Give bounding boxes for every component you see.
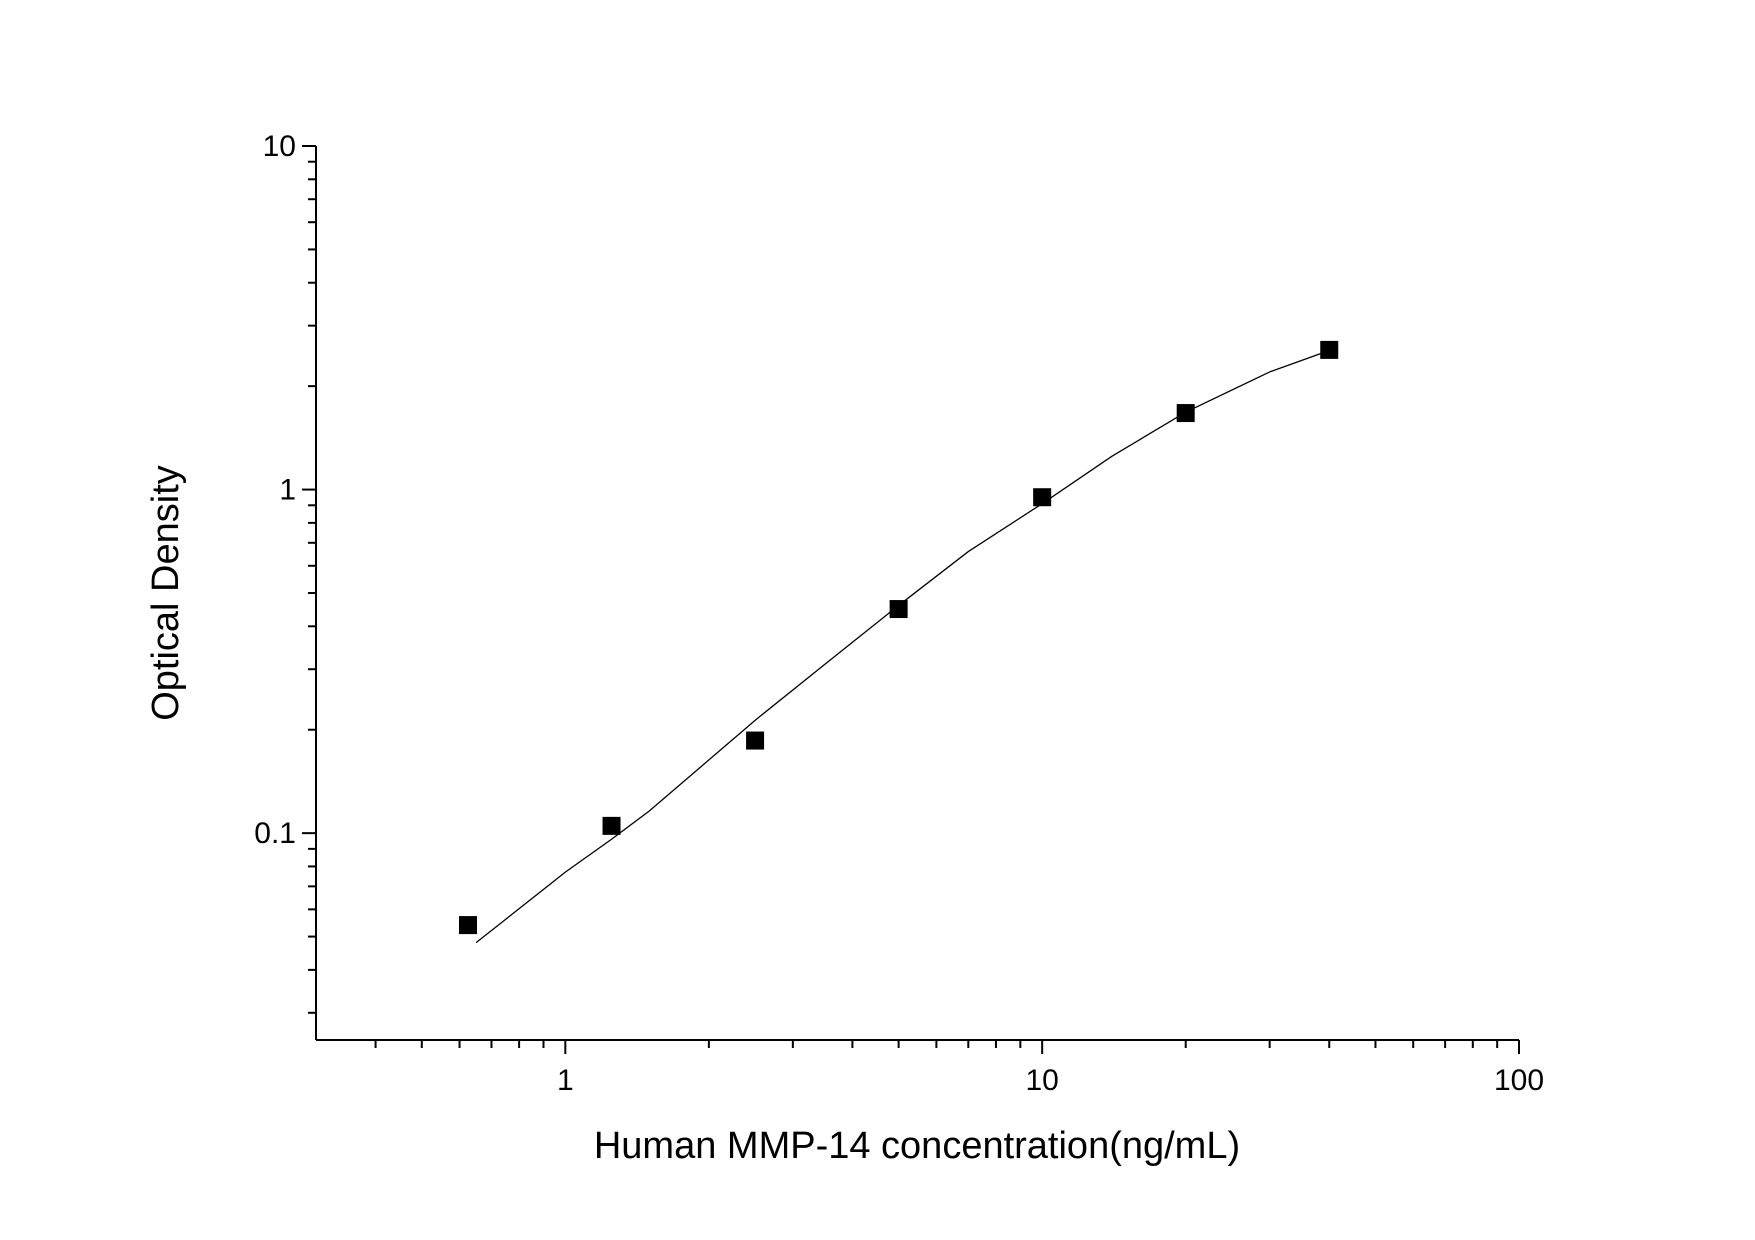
data-point: [1176, 404, 1195, 423]
data-point: [746, 731, 765, 750]
y-tick-label: 10: [263, 130, 296, 163]
data-point: [1320, 340, 1339, 359]
x-tick-label: 10: [1025, 1064, 1058, 1097]
data-point: [602, 816, 621, 835]
x-tick-label: 100: [1494, 1064, 1544, 1097]
data-point: [889, 600, 908, 619]
x-axis-label: Human MMP-14 concentration(ng/mL): [594, 1125, 1240, 1167]
data-point: [458, 916, 477, 935]
x-tick-label: 1: [557, 1064, 574, 1097]
data-point: [1033, 488, 1052, 507]
y-axis-label: Optical Density: [145, 465, 187, 721]
y-tick-label: 1: [279, 474, 296, 507]
fit-curve: [475, 349, 1330, 944]
y-tick-label: 0.1: [254, 817, 296, 850]
